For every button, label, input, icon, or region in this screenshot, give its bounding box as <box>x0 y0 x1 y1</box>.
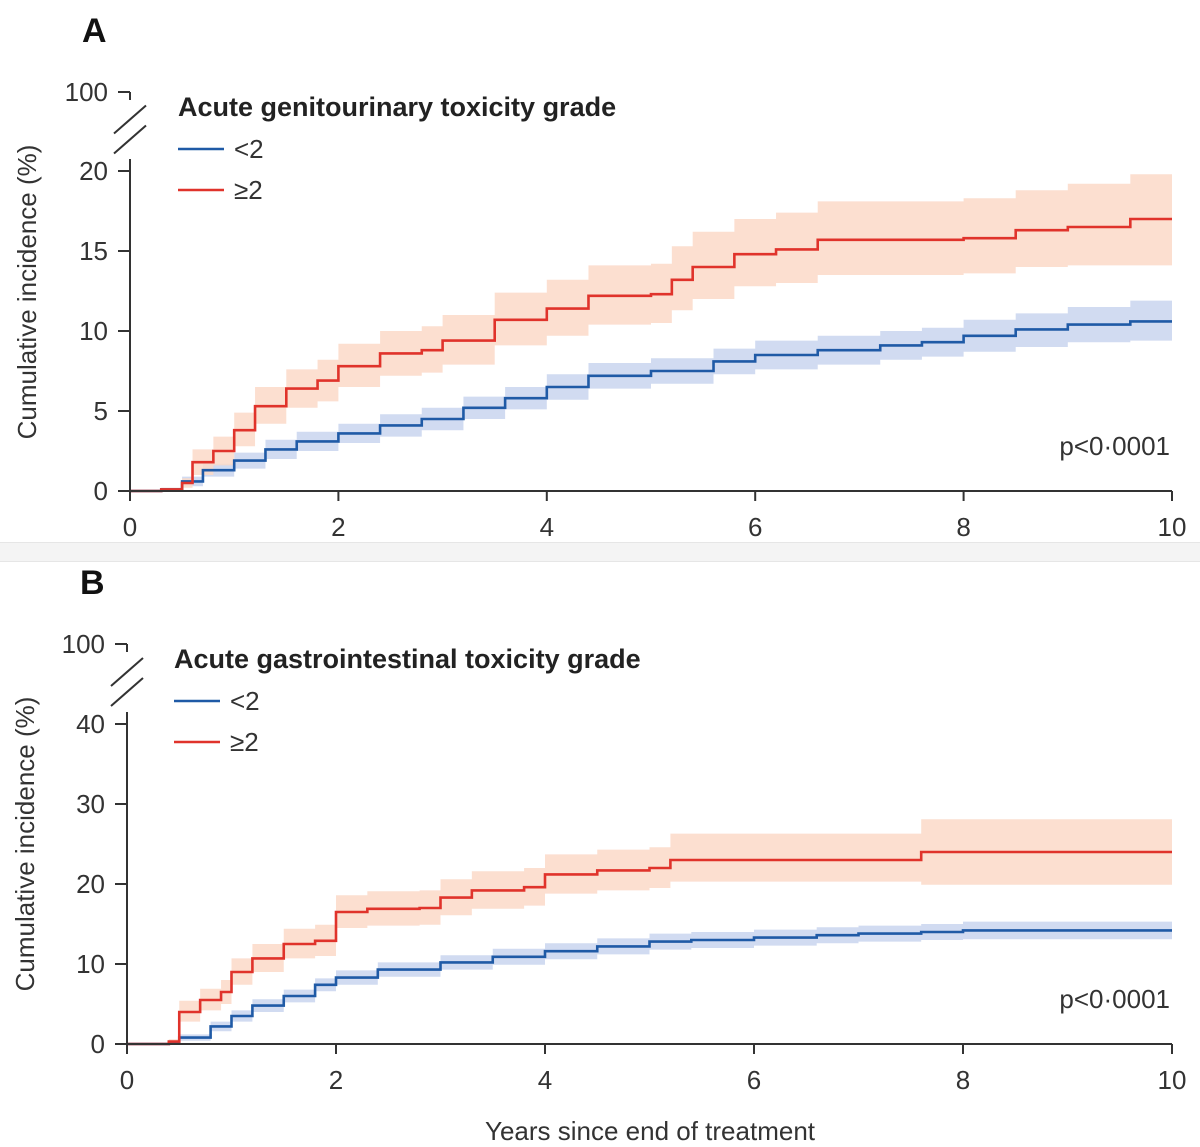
panel-b-legend-label-low: <2 <box>230 686 260 716</box>
panel-a-y-tick-label: 0 <box>94 476 108 506</box>
panel-b-x-tick-label: 8 <box>956 1065 970 1095</box>
panel-a-x-tick-label: 8 <box>956 512 970 542</box>
panel-b-x-tick-label: 10 <box>1158 1065 1187 1095</box>
panel-a-ci-band-low <box>130 300 1172 491</box>
panel-a-x-tick-label: 0 <box>123 512 137 542</box>
panel-a: A Acute genitourinary toxicity grade p<0… <box>12 12 1186 542</box>
panel-b-series-line-high <box>127 850 1172 1046</box>
panel-a-series-line-high <box>130 217 1172 493</box>
panel-a-series-line-low <box>130 320 1172 493</box>
panel-b-x-axis-label: Years since end of treatment <box>485 1116 816 1146</box>
panel-b-y-tick-label: 0 <box>91 1029 105 1059</box>
panel-b-axis-break-mark <box>110 657 144 687</box>
panel-a-y-axis-label: Cumulative incidence (%) <box>12 145 42 440</box>
panel-b-x-tick-label: 0 <box>120 1065 134 1095</box>
panel-a-legend-title: Acute genitourinary toxicity grade <box>178 92 616 122</box>
panel-b-axis-break-mark <box>110 677 144 707</box>
panel-b-y-tick-label: 30 <box>76 789 105 819</box>
panel-a-x-tick-label: 10 <box>1158 512 1187 542</box>
panel-a-y-break-label: 100 <box>65 77 108 107</box>
panel-separator <box>0 542 1200 562</box>
panel-b-x-tick-label: 6 <box>747 1065 761 1095</box>
panel-a-x-tick-label: 6 <box>748 512 762 542</box>
panel-b-y-tick-label: 40 <box>76 709 105 739</box>
panel-a-y-tick-label: 5 <box>94 396 108 426</box>
panel-a-p-value: p<0·0001 <box>1059 431 1170 461</box>
panel-b-legend-label-high: ≥2 <box>230 727 259 757</box>
panel-a-x-tick-label: 2 <box>331 512 345 542</box>
panel-b-p-value: p<0·0001 <box>1059 984 1170 1014</box>
panel-a-y-tick-label: 20 <box>79 156 108 186</box>
panel-b-letter: B <box>80 564 105 602</box>
panel-b-y-tick-label: 10 <box>76 949 105 979</box>
panel-a-axis-break-mark <box>113 104 147 135</box>
panel-a-ci-band-high <box>130 174 1172 491</box>
panel-b-y-break-label: 100 <box>62 629 105 659</box>
panel-b-ci-band-high <box>127 819 1172 1044</box>
panel-a-legend-label-low: <2 <box>234 134 264 164</box>
panel-b-y-axis-label: Cumulative incidence (%) <box>10 697 40 992</box>
panel-a-y-tick-label: 10 <box>79 316 108 346</box>
panel-b-y-tick-label: 20 <box>76 869 105 899</box>
panel-a-letter: A <box>82 12 107 50</box>
panel-b-x-tick-label: 4 <box>538 1065 552 1095</box>
panel-a-axis-break-mark <box>113 124 147 155</box>
panel-a-legend-label-high: ≥2 <box>234 175 263 205</box>
panel-a-y-tick-label: 15 <box>79 236 108 266</box>
panel-a-x-tick-label: 4 <box>540 512 554 542</box>
panel-b-series-line-low <box>127 929 1172 1046</box>
panel-b-legend-title: Acute gastrointestinal toxicity grade <box>174 644 641 674</box>
panel-b-x-tick-label: 2 <box>329 1065 343 1095</box>
panel-b: B Acute gastrointestinal toxicity grade … <box>10 564 1186 1146</box>
